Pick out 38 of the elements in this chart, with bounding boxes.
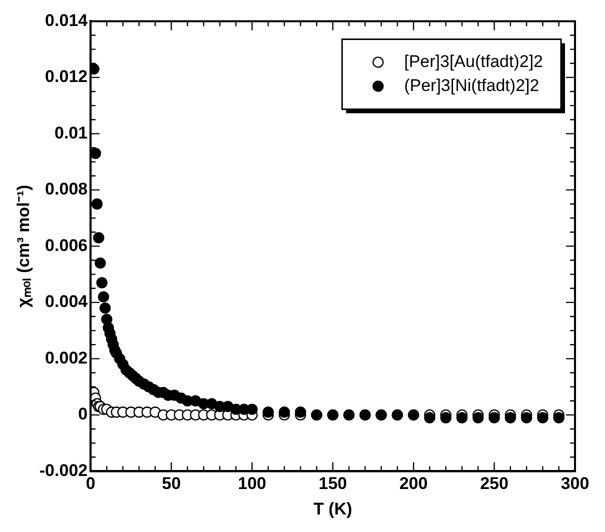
- y-tick-label: 0.002: [45, 348, 88, 368]
- point: [100, 302, 111, 314]
- point: [294, 406, 306, 418]
- y-tick-label: 0.006: [45, 236, 88, 255]
- y-axis-title: χₘₒₗ (cm³ mol⁻¹): [14, 184, 33, 308]
- point: [537, 412, 548, 424]
- y-tick-label: 0.012: [45, 67, 88, 86]
- point: [94, 257, 106, 269]
- x-tick-label: 200: [399, 474, 428, 494]
- y-tick-label: 0.01: [54, 123, 88, 142]
- point: [553, 412, 564, 424]
- x-tick-label: 250: [480, 474, 508, 494]
- point: [262, 406, 274, 418]
- point: [96, 277, 108, 288]
- y-tick-label: -0.002: [39, 460, 88, 480]
- y-tick-label: 0.004: [45, 292, 88, 312]
- point: [90, 148, 102, 159]
- point: [424, 412, 436, 424]
- x-tick-label: 300: [560, 474, 590, 494]
- x-tick-label: 100: [238, 474, 266, 494]
- x-tick-label: 50: [162, 474, 181, 494]
- x-axis-title: T (K): [313, 499, 352, 518]
- x-tick-label: 150: [318, 474, 347, 494]
- point: [91, 198, 103, 210]
- y-tick-label: 0: [78, 404, 88, 424]
- legend-label: (Per]3[Ni(tfadt)2]2: [404, 76, 540, 95]
- point: [472, 412, 484, 424]
- point: [504, 412, 516, 424]
- legend-label: [Per]3[Au(tfadt)2]2: [404, 52, 543, 71]
- point: [278, 406, 290, 418]
- y-tick-label: 0.014: [45, 10, 88, 30]
- point: [98, 291, 110, 302]
- y-tick-label: 0.008: [45, 180, 88, 199]
- point: [488, 412, 500, 424]
- point: [93, 232, 104, 244]
- point: [440, 412, 452, 424]
- point: [520, 412, 532, 424]
- point: [456, 412, 468, 424]
